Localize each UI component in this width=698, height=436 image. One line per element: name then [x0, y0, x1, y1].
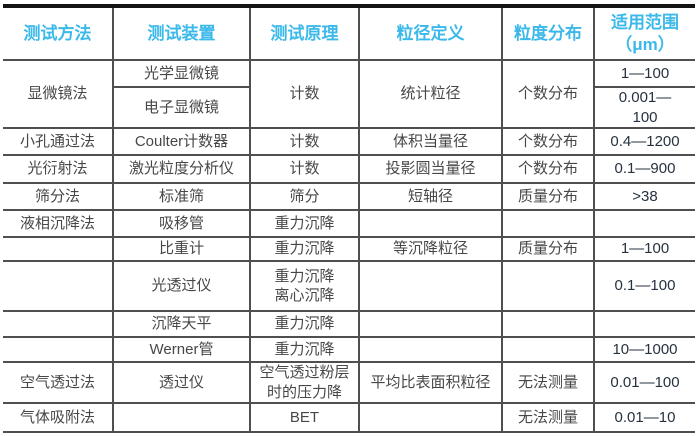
table-row: 光衍射法 激光粒度分析仪 计数 投影圆当量径 个数分布 0.1—900 — [3, 154, 695, 184]
table-cell: >38 — [593, 182, 695, 211]
column-header-size-distribution: 粒度分布 — [501, 5, 595, 61]
table-cell: 10—1000 — [593, 336, 695, 363]
table-cell — [501, 336, 595, 363]
table-cell: 比重计 — [112, 236, 251, 262]
table-cell: 电子显微镜 — [112, 86, 251, 129]
table-cell: 等沉降粒径 — [358, 236, 503, 262]
table-cell: 0.01—100 — [593, 361, 695, 404]
table-cell: 体积当量径 — [358, 127, 503, 156]
table-cell: 透过仪 — [112, 361, 251, 404]
table-cell: 0.1—100 — [593, 260, 695, 312]
table-cell: 筛分法 — [3, 182, 114, 211]
header-row: 测试方法 测试装置 测试原理 粒径定义 粒度分布 适用范围 （μm） — [3, 5, 695, 61]
table-cell: 标准筛 — [112, 182, 251, 211]
table-cell: 光透过仪 — [112, 260, 251, 312]
table-row: Werner管 重力沉降 10—1000 — [3, 336, 695, 363]
table-cell: 光学显微镜 — [112, 59, 251, 88]
table-cell — [593, 310, 695, 338]
table-cell: 1—100 — [593, 236, 695, 262]
table-cell: 重力沉降 — [249, 310, 360, 338]
table-row: 光透过仪 重力沉降 离心沉降 0.1—100 — [3, 260, 695, 312]
table-cell: 重力沉降 — [249, 336, 360, 363]
table-cell — [593, 209, 695, 238]
table-row: 空气透过法 透过仪 空气透过粉层 时的压力降 平均比表面积粒径 无法测量 0.0… — [3, 361, 695, 404]
table-cell — [358, 209, 503, 238]
table-cell — [112, 402, 251, 433]
table-cell: 吸移管 — [112, 209, 251, 238]
table-cell — [3, 260, 114, 312]
column-header-test-principle: 测试原理 — [249, 5, 360, 61]
table-cell: 0.01—10 — [593, 402, 695, 433]
table-cell: 个数分布 — [501, 154, 595, 184]
table-cell — [501, 260, 595, 312]
table-cell: 投影圆当量径 — [358, 154, 503, 184]
column-header-applicable-range: 适用范围 （μm） — [593, 5, 695, 61]
table-cell: 小孔通过法 — [3, 127, 114, 156]
table-cell: 空气透过粉层 时的压力降 — [249, 361, 360, 404]
table-row: 液相沉降法 吸移管 重力沉降 — [3, 209, 695, 238]
table-cell: 质量分布 — [501, 182, 595, 211]
table-cell: 个数分布 — [501, 59, 595, 129]
table-cell: 激光粒度分析仪 — [112, 154, 251, 184]
table-cell — [358, 310, 503, 338]
table-cell — [358, 402, 503, 433]
table-cell — [3, 236, 114, 262]
table-cell: Coulter计数器 — [112, 127, 251, 156]
table-cell: 液相沉降法 — [3, 209, 114, 238]
table-cell: 质量分布 — [501, 236, 595, 262]
table-row: 小孔通过法 Coulter计数器 计数 体积当量径 个数分布 0.4—1200 — [3, 127, 695, 156]
table-cell: BET — [249, 402, 360, 433]
table-cell: 计数 — [249, 154, 360, 184]
table-cell — [358, 336, 503, 363]
table-row: 筛分法 标准筛 筛分 短轴径 质量分布 >38 — [3, 182, 695, 211]
table-cell: 1—100 — [593, 59, 695, 88]
table-cell: 重力沉降 离心沉降 — [249, 260, 360, 312]
table-cell: 沉降天平 — [112, 310, 251, 338]
table-cell: 无法测量 — [501, 361, 595, 404]
table-cell: 0.4—1200 — [593, 127, 695, 156]
table-cell — [3, 310, 114, 338]
table-cell: 筛分 — [249, 182, 360, 211]
table-cell: 气体吸附法 — [3, 402, 114, 433]
table-cell: 重力沉降 — [249, 236, 360, 262]
table-cell — [501, 310, 595, 338]
table-row: 比重计 重力沉降 等沉降粒径 质量分布 1—100 — [3, 236, 695, 262]
table-cell — [3, 336, 114, 363]
table-cell: 个数分布 — [501, 127, 595, 156]
table-cell: Werner管 — [112, 336, 251, 363]
table-row: 气体吸附法 BET 无法测量 0.01—10 — [3, 402, 695, 433]
table-cell: 计数 — [249, 127, 360, 156]
table-cell: 光衍射法 — [3, 154, 114, 184]
table-row: 沉降天平 重力沉降 — [3, 310, 695, 338]
column-header-test-method: 测试方法 — [3, 5, 114, 61]
table-cell: 0.001— 100 — [593, 86, 695, 129]
table-cell: 无法测量 — [501, 402, 595, 433]
particle-size-analysis-table: 测试方法 测试装置 测试原理 粒径定义 粒度分布 适用范围 （μm） 显微镜法 … — [3, 4, 695, 433]
table-cell: 重力沉降 — [249, 209, 360, 238]
table-cell: 短轴径 — [358, 182, 503, 211]
column-header-size-definition: 粒径定义 — [358, 5, 503, 61]
column-header-test-device: 测试装置 — [112, 5, 251, 61]
table-cell: 计数 — [249, 59, 360, 129]
table-row: 电子显微镜 0.001— 100 — [3, 86, 695, 129]
table-cell: 显微镜法 — [3, 59, 114, 129]
table-cell — [501, 209, 595, 238]
table-cell: 0.1—900 — [593, 154, 695, 184]
table-cell: 统计粒径 — [358, 59, 503, 129]
table-cell — [358, 260, 503, 312]
table-row: 显微镜法 光学显微镜 计数 统计粒径 个数分布 1—100 — [3, 59, 695, 129]
table-cell: 空气透过法 — [3, 361, 114, 404]
table-cell: 平均比表面积粒径 — [358, 361, 503, 404]
